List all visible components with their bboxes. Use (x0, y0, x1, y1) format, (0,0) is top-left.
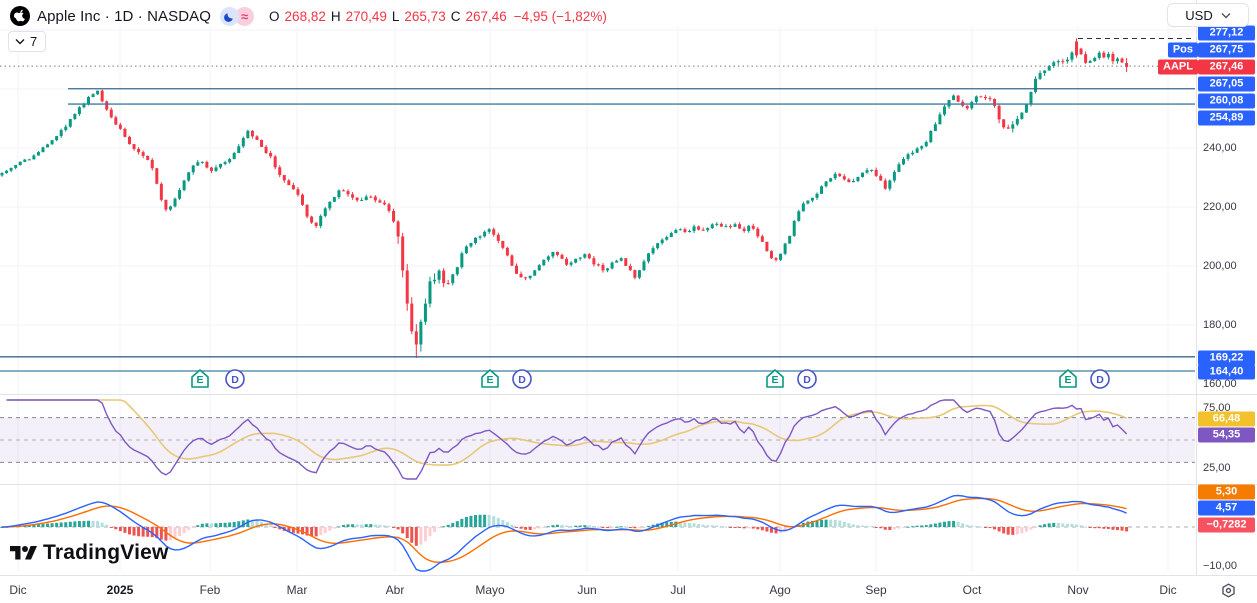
price-axis-tick: 220,00 (1203, 201, 1237, 213)
price-axis-tick: 75,00 (1203, 402, 1231, 414)
market-status-icons[interactable]: ≈ (220, 6, 255, 26)
price-axis-tick: 160,00 (1203, 378, 1237, 390)
svg-text:D: D (231, 374, 239, 386)
price-axis-badge: 66,48 (1198, 411, 1255, 427)
chart-legend-header: Apple Inc · 1D · NASDAQ ≈ O 268,82 H 270,4… (10, 5, 607, 27)
price-axis-badge: 54,35 (1198, 427, 1255, 443)
high-label: H (330, 8, 341, 24)
time-axis-label: Mar (286, 583, 308, 597)
price-axis-tick: 240,00 (1203, 142, 1237, 154)
high-value: 270,49 (345, 8, 387, 24)
chevron-down-icon (1221, 12, 1231, 18)
price-axis-badge: 267,46 (1198, 59, 1255, 75)
svg-text:D: D (803, 374, 811, 386)
dividends-marker[interactable]: D (512, 369, 532, 389)
price-axis-tick: 200,00 (1203, 260, 1237, 272)
object-tree-count: 7 (30, 34, 38, 49)
time-axis-label: Dic (9, 583, 27, 597)
delayed-data-icon: ≈ (235, 6, 255, 26)
svg-text:E: E (1064, 374, 1071, 386)
symbol-price-tag: AAPL (1158, 59, 1198, 75)
ohlc-readout: O 268,82 H 270,49 L 265,73 C 267,46 −4,95 (−… (269, 9, 607, 24)
dividends-marker[interactable]: D (225, 369, 245, 389)
dividends-marker[interactable]: D (1090, 369, 1110, 389)
dividends-marker[interactable]: D (797, 369, 817, 389)
currency-selector[interactable]: USD (1167, 3, 1249, 27)
price-axis-tick: −10,00 (1203, 560, 1237, 572)
tradingview-mark-icon (10, 545, 37, 559)
price-axis-badge: 5,30 (1198, 484, 1255, 500)
price-axis-badge: 267,05 (1198, 76, 1255, 92)
time-axis-label: Feb (199, 583, 221, 597)
time-axis-label: Oct (962, 583, 982, 597)
price-axis-tick: 180,00 (1203, 319, 1237, 331)
price-axis-badge: 277,12 (1198, 25, 1255, 41)
price-axis-badge: 164,40 (1198, 364, 1255, 380)
time-axis-label: Ago (769, 583, 791, 597)
time-axis-label: 2025 (106, 583, 134, 597)
axis-settings-gear-icon[interactable] (1219, 582, 1238, 603)
earnings-marker[interactable]: E (191, 369, 209, 388)
price-axis-badge: 260,08 (1198, 93, 1255, 109)
close-value: 267,46 (465, 8, 507, 24)
time-axis-label: Mayo (475, 583, 505, 597)
tradingview-logo-text: TradingView (43, 541, 169, 564)
apple-logo-icon (10, 6, 30, 26)
price-axis-badge: 267,75 (1198, 42, 1255, 58)
svg-text:E: E (486, 374, 493, 386)
price-axis-badge: 4,57 (1198, 500, 1255, 516)
price-axis-badge: −0,7282 (1198, 517, 1255, 533)
price-axis-badge: 169,22 (1198, 350, 1255, 366)
price-axis-tick: 25,00 (1203, 462, 1231, 474)
position-tag: Pos (1167, 42, 1198, 58)
earnings-marker[interactable]: E (481, 369, 499, 388)
close-label: C (450, 8, 461, 24)
time-axis-label: Jul (670, 583, 686, 597)
open-value: 268,82 (284, 8, 326, 24)
currency-label: USD (1185, 7, 1213, 23)
svg-text:E: E (771, 374, 778, 386)
symbol-title[interactable]: Apple Inc · 1D · NASDAQ (37, 7, 212, 25)
market-closed-icon (220, 6, 240, 26)
object-tree-collapse-button[interactable]: 7 (8, 31, 47, 52)
chevron-down-icon (15, 39, 25, 45)
time-axis[interactable]: Dic 2025 Feb Mar Abr Mayo Jun Jul Ago Sep Oct Nov Di… (0, 576, 1257, 603)
svg-text:D: D (1096, 374, 1104, 386)
time-axis-label: Dic (1159, 583, 1177, 597)
low-value: 265,73 (404, 8, 446, 24)
low-label: L (391, 8, 400, 24)
earnings-marker[interactable]: E (766, 369, 784, 388)
price-axis[interactable]: 240,00 220,00 200,00 180,00 160,00 75,00 25,00… (1158, 0, 1257, 603)
price-axis-badge: 254,89 (1198, 110, 1255, 126)
time-axis-label: Abr (385, 583, 405, 597)
time-axis-label: Nov (1067, 583, 1089, 597)
time-axis-label: Sep (865, 583, 887, 597)
open-label: O (269, 8, 280, 24)
earnings-marker[interactable]: E (1059, 369, 1077, 388)
tradingview-logo: TradingView (10, 541, 169, 565)
change-value: −4,95 (−1,82%) (513, 8, 607, 24)
svg-text:D: D (518, 374, 526, 386)
svg-text:E: E (196, 374, 203, 386)
time-axis-label: Jun (577, 583, 597, 597)
